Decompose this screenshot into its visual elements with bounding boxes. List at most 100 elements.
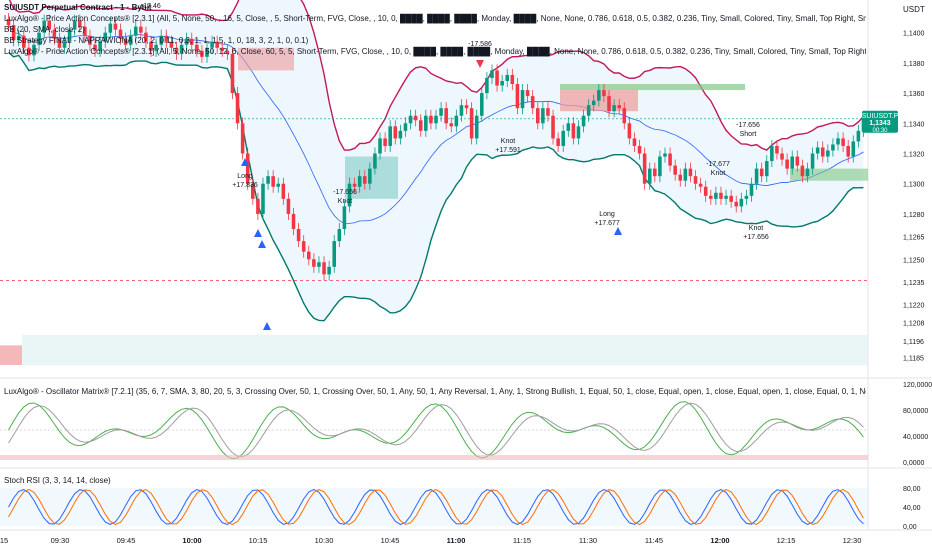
candle-body — [11, 25, 16, 41]
y-tick-label: 1,1280 — [903, 212, 925, 219]
bullish-zone-right — [790, 168, 868, 181]
candle-body — [637, 145, 642, 154]
candle-body — [307, 251, 311, 260]
candle-body — [286, 198, 291, 214]
candle-body — [490, 70, 494, 78]
candle-body — [42, 20, 46, 33]
short-label: -17.656 — [736, 122, 760, 129]
candle-body — [800, 165, 805, 177]
candle-body — [556, 138, 560, 146]
osc-bottom-band — [0, 455, 868, 460]
candle-body — [88, 35, 92, 45]
x-tick-label: 12:00 — [710, 536, 729, 545]
symbol-legend[interactable]: SUIUSDT Perpetual Contract · 1 · Bybit — [4, 2, 152, 13]
candle-body — [200, 50, 204, 57]
price-scale-bg — [868, 0, 932, 550]
indicator-legend-4[interactable]: LuxAlgo® - Price Action Concepts® [2.3.1… — [4, 47, 866, 56]
knot-label: Knot — [338, 198, 352, 205]
bollinger-fill — [8, 0, 864, 321]
indicator-legend-3[interactable]: BB Strategy FINAL - NAPRAWIONA (20, 2, 0… — [4, 36, 309, 45]
price-label-symbol: SUIUSDT.P — [862, 113, 899, 120]
candle-body — [663, 153, 667, 157]
y-tick-label: 1,1208 — [903, 321, 925, 328]
candle-body — [230, 53, 235, 94]
candle-body — [281, 183, 286, 199]
candle-body — [271, 176, 275, 187]
candle-body — [337, 229, 342, 242]
candle-body — [627, 123, 632, 139]
stoch-scale-label: 40,00 — [903, 505, 921, 512]
candle-body — [749, 183, 754, 196]
candle-body — [673, 165, 677, 175]
x-tick-label: 12:30 — [843, 536, 862, 545]
candle-body — [586, 105, 591, 116]
candle-body — [47, 20, 52, 30]
candle-body — [403, 123, 408, 131]
x-tick-label: 09:45 — [117, 536, 136, 545]
candle-body — [653, 168, 657, 177]
candle-body — [795, 156, 800, 166]
candle-body — [108, 23, 113, 33]
candle-body — [729, 195, 733, 202]
candle-body — [123, 38, 128, 45]
knot-label: Knot — [711, 170, 725, 177]
y-tick-label: 1,1400 — [903, 31, 925, 38]
y-tick-label: 1,1300 — [903, 182, 925, 189]
price-label-bg — [862, 110, 898, 133]
candle-body — [184, 38, 189, 45]
candle-body — [612, 105, 616, 112]
osc-scale-label: 40,0000 — [903, 434, 928, 441]
candle-body — [103, 32, 108, 42]
long-label: Long — [237, 173, 253, 180]
candle-body — [225, 50, 230, 54]
candle-body — [647, 168, 652, 184]
stoch-d-line — [8, 488, 864, 526]
candle-body — [408, 115, 413, 124]
bearish-zone-left — [238, 47, 294, 71]
candle-body — [642, 153, 647, 184]
bearish-zone-bottom — [0, 345, 22, 365]
indicator-legend-1[interactable]: LuxAlgo® - Price Action Concepts® [2.3.1… — [4, 14, 866, 23]
osc-scale-label: 80,0000 — [903, 408, 928, 415]
indicator-legend-2[interactable]: BB (20, SMA, close, 2) — [4, 25, 85, 34]
candle-body — [235, 93, 240, 124]
candle-body — [785, 159, 789, 169]
candle-body — [678, 174, 683, 181]
candle-body — [327, 266, 331, 275]
candle-body — [525, 90, 530, 97]
candle-body — [709, 195, 713, 199]
candle-body — [449, 123, 454, 127]
candle-body — [515, 84, 520, 109]
candle-body — [429, 115, 433, 124]
knot-label: +17.591 — [495, 147, 521, 154]
candle-body — [810, 153, 815, 169]
candle-body — [164, 35, 169, 42]
candle-body — [591, 100, 596, 106]
candle-body — [454, 115, 459, 127]
candle-body — [424, 115, 428, 131]
short-label: -17.586 — [468, 41, 492, 48]
stoch-band — [0, 488, 868, 526]
currency-label: USDT — [903, 5, 925, 14]
candle-body — [734, 201, 739, 207]
candle-body — [505, 74, 510, 81]
candle-body — [189, 38, 194, 45]
candle-body — [347, 183, 352, 207]
stoch-legend[interactable]: Stoch RSI (3, 3, 14, 14, close) — [4, 476, 111, 485]
candle-body — [597, 90, 601, 101]
candle-body — [780, 153, 784, 160]
candle-body — [688, 168, 693, 177]
oscillator-legend[interactable]: LuxAlgo® - Oscillator Matrix® [7.2.1] (3… — [4, 387, 866, 396]
candle-body — [78, 20, 82, 27]
x-tick-label: 09:30 — [51, 536, 70, 545]
candle-body — [383, 138, 387, 146]
candle-body — [205, 47, 209, 57]
candle-body — [210, 41, 214, 48]
y-tick-label: 1,1380 — [903, 61, 925, 68]
candle-body — [805, 168, 810, 177]
bollinger-lower-line — [8, 51, 864, 322]
candle-body — [154, 44, 158, 51]
price-label-price: 1,1343 — [869, 120, 891, 127]
symbol-title: SUIUSDT Perpetual Contract · 1 · Bybit — [4, 3, 152, 12]
